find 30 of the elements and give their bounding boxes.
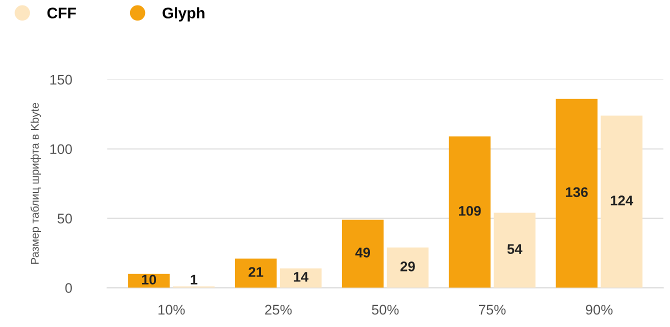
x-tick-label: 90%: [586, 304, 613, 315]
x-tick-label: 50%: [372, 304, 399, 315]
bar: [342, 220, 384, 288]
data-label: 10: [142, 274, 156, 285]
data-label: 21: [248, 267, 264, 277]
y-tick-label: 150: [50, 74, 72, 85]
x-tick-label: 25%: [265, 304, 292, 315]
bar: [600, 116, 642, 288]
data-label: 14: [294, 272, 308, 282]
bar: [280, 268, 322, 288]
bar: [494, 212, 536, 288]
y-tick-label: 100: [50, 144, 72, 154]
bar: [448, 136, 491, 288]
bar: [386, 247, 429, 288]
data-label: 136: [566, 187, 588, 198]
data-label: 29: [400, 262, 415, 272]
y-tick-label: 0: [65, 283, 72, 293]
legend-label: CFF: [47, 8, 76, 18]
data-label: 109: [459, 206, 481, 216]
y-axis-title: Размер таблиц шрифта в Kbyte: [30, 102, 41, 264]
x-tick-label: 10%: [158, 304, 185, 315]
x-tick-label: 75%: [479, 304, 506, 315]
data-label: 54: [507, 244, 522, 254]
data-label: 1: [190, 274, 198, 284]
data-label: 124: [610, 196, 634, 206]
legend-label: Glyph: [162, 7, 204, 22]
bar: [234, 258, 277, 288]
bar: [556, 98, 598, 288]
data-label: 49: [355, 248, 370, 258]
y-tick-label: 50: [58, 214, 72, 224]
